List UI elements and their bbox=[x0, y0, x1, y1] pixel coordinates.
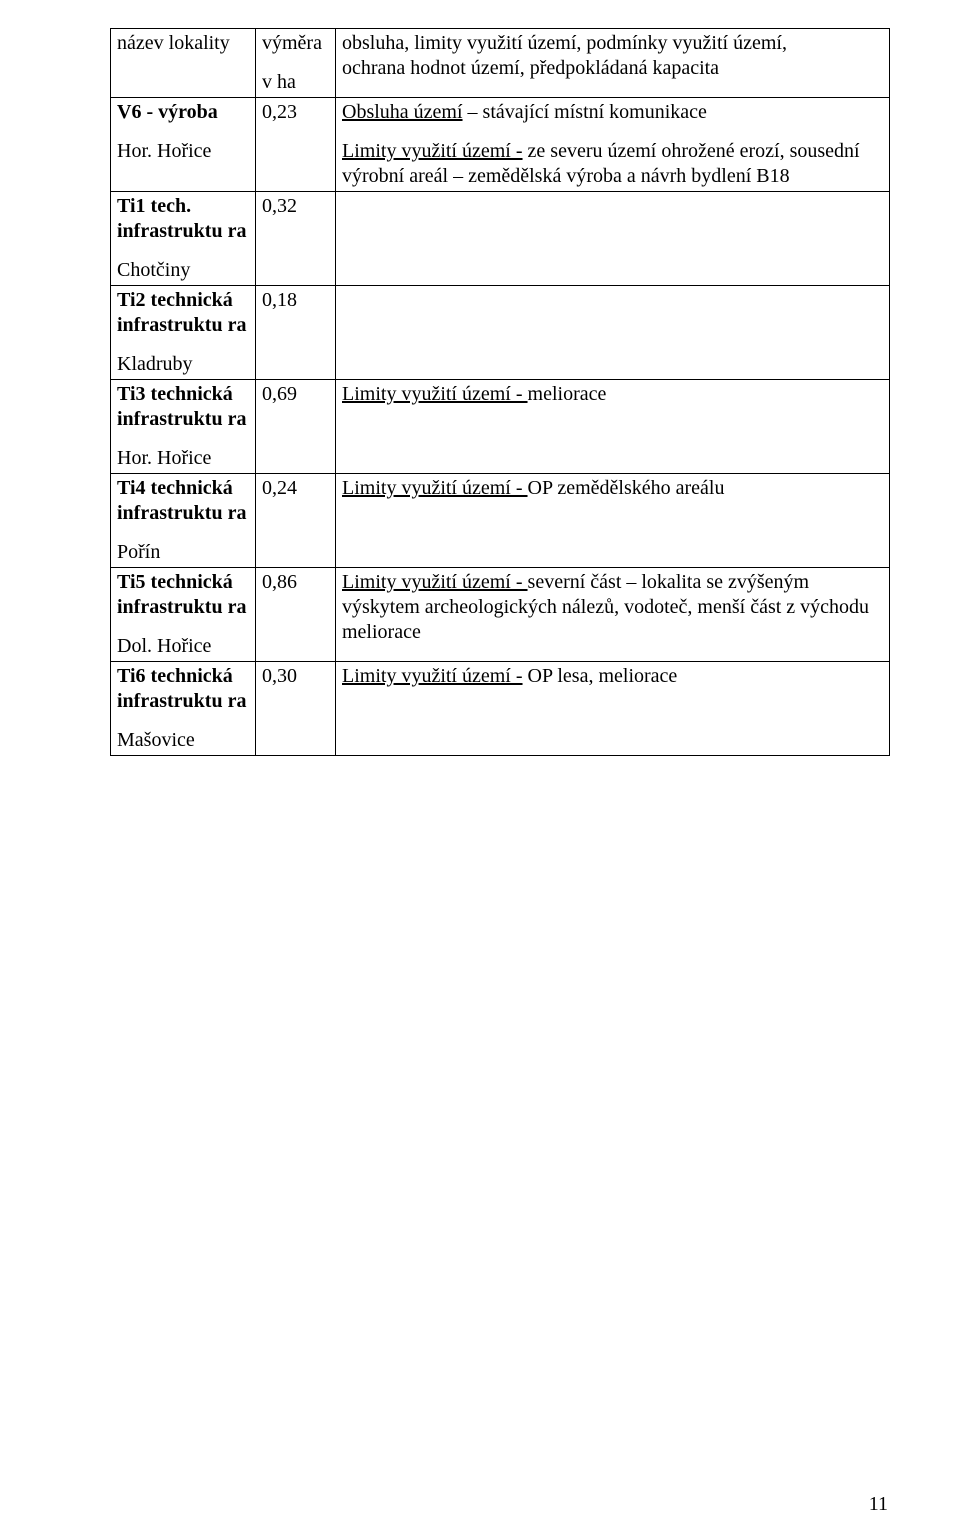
locality-table: název lokality výměra v ha obsluha, limi… bbox=[110, 28, 890, 756]
locality-place: Hor. Hořice bbox=[117, 447, 211, 469]
header-col3-line1: obsluha, limity využití území, podmínky … bbox=[342, 32, 787, 54]
locality-place: Pořín bbox=[117, 541, 160, 563]
area-value: 0,86 bbox=[262, 571, 297, 593]
area-value: 0,24 bbox=[262, 477, 297, 499]
table-row: Ti4 technická infrastruktu ra Pořín 0,24… bbox=[111, 474, 890, 568]
cell-desc: Limity využití území - meliorace bbox=[336, 380, 890, 474]
cell-desc bbox=[336, 286, 890, 380]
area-value: 0,18 bbox=[262, 289, 297, 311]
desc-text: meliorace bbox=[528, 383, 607, 405]
desc-label: Limity využití území - bbox=[342, 477, 528, 499]
cell-area: 0,69 bbox=[256, 380, 336, 474]
cell-locality: Ti4 technická infrastruktu ra Pořín bbox=[111, 474, 256, 568]
table-row: Ti1 tech. infrastruktu ra Chotčiny 0,32 bbox=[111, 192, 890, 286]
header-col2-line1: výměra bbox=[262, 32, 322, 54]
cell-desc: Limity využití území - severní část – lo… bbox=[336, 568, 890, 662]
header-col-3: obsluha, limity využití území, podmínky … bbox=[336, 29, 890, 98]
locality-code: Ti5 technická infrastruktu ra bbox=[117, 571, 246, 618]
table-row: Ti3 technická infrastruktu ra Hor. Hořic… bbox=[111, 380, 890, 474]
cell-desc: Obsluha území – stávající místní komunik… bbox=[336, 98, 890, 192]
cell-area: 0,23 bbox=[256, 98, 336, 192]
page-number-value: 11 bbox=[869, 1493, 888, 1515]
cell-locality: Ti5 technická infrastruktu ra Dol. Hořic… bbox=[111, 568, 256, 662]
header-col3-line2: ochrana hodnot území, předpokládaná kapa… bbox=[342, 57, 719, 79]
cell-locality: Ti6 technická infrastruktu ra Mašovice bbox=[111, 662, 256, 756]
cell-area: 0,32 bbox=[256, 192, 336, 286]
desc-label: Limity využití území - bbox=[342, 665, 523, 687]
area-value: 0,23 bbox=[262, 101, 297, 123]
area-value: 0,32 bbox=[262, 195, 297, 217]
locality-place: Mašovice bbox=[117, 729, 195, 751]
desc-text: OP zemědělského areálu bbox=[528, 477, 725, 499]
cell-area: 0,24 bbox=[256, 474, 336, 568]
area-value: 0,30 bbox=[262, 665, 297, 687]
desc-label: Limity využití území - bbox=[342, 383, 528, 405]
locality-code: Ti2 technická infrastruktu ra bbox=[117, 289, 246, 336]
header-col-1: název lokality bbox=[111, 29, 256, 98]
desc-text-1: – stávající místní komunikace bbox=[463, 101, 707, 123]
table-row: V6 - výroba Hor. Hořice 0,23 Obsluha úze… bbox=[111, 98, 890, 192]
locality-place: Hor. Hořice bbox=[117, 140, 211, 162]
desc-text: OP lesa, meliorace bbox=[523, 665, 678, 687]
table-header-row: název lokality výměra v ha obsluha, limi… bbox=[111, 29, 890, 98]
locality-place: Chotčiny bbox=[117, 259, 190, 281]
cell-desc: Limity využití území - OP zemědělského a… bbox=[336, 474, 890, 568]
cell-desc bbox=[336, 192, 890, 286]
cell-locality: Ti2 technická infrastruktu ra Kladruby bbox=[111, 286, 256, 380]
header-col2-line2: v ha bbox=[262, 71, 296, 93]
cell-locality: Ti3 technická infrastruktu ra Hor. Hořic… bbox=[111, 380, 256, 474]
locality-place: Dol. Hořice bbox=[117, 635, 211, 657]
locality-code: Ti4 technická infrastruktu ra bbox=[117, 477, 246, 524]
desc-label-2: Limity využití území - bbox=[342, 140, 523, 162]
locality-place: Kladruby bbox=[117, 353, 193, 375]
locality-code: Ti3 technická infrastruktu ra bbox=[117, 383, 246, 430]
table-row: Ti2 technická infrastruktu ra Kladruby 0… bbox=[111, 286, 890, 380]
cell-desc: Limity využití území - OP lesa, meliorac… bbox=[336, 662, 890, 756]
locality-code: Ti1 tech. infrastruktu ra bbox=[117, 195, 246, 242]
cell-locality: V6 - výroba Hor. Hořice bbox=[111, 98, 256, 192]
page-number: 11 bbox=[869, 1493, 888, 1516]
cell-area: 0,86 bbox=[256, 568, 336, 662]
page: název lokality výměra v ha obsluha, limi… bbox=[0, 0, 960, 1540]
desc-label: Limity využití území - bbox=[342, 571, 528, 593]
table-row: Ti5 technická infrastruktu ra Dol. Hořic… bbox=[111, 568, 890, 662]
cell-area: 0,18 bbox=[256, 286, 336, 380]
desc-label-1: Obsluha území bbox=[342, 101, 463, 123]
header-col-2: výměra v ha bbox=[256, 29, 336, 98]
cell-locality: Ti1 tech. infrastruktu ra Chotčiny bbox=[111, 192, 256, 286]
area-value: 0,69 bbox=[262, 383, 297, 405]
cell-area: 0,30 bbox=[256, 662, 336, 756]
table-row: Ti6 technická infrastruktu ra Mašovice 0… bbox=[111, 662, 890, 756]
header-col1-text: název lokality bbox=[117, 32, 230, 54]
locality-code: Ti6 technická infrastruktu ra bbox=[117, 665, 246, 712]
locality-code: V6 - výroba bbox=[117, 101, 218, 123]
